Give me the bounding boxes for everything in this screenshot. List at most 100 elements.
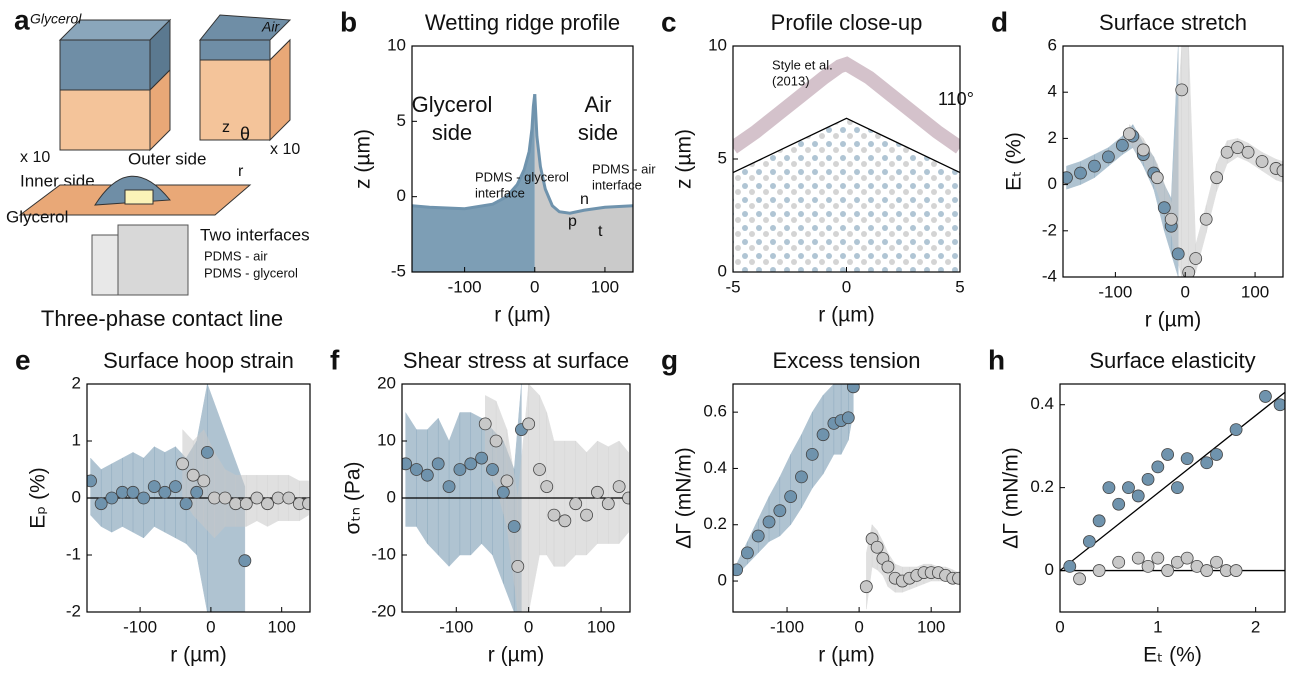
y-tick-label: -20 — [371, 601, 396, 620]
profile-line — [533, 94, 633, 215]
y-axis-label: ΔΓ (mN/m) — [1000, 447, 1023, 548]
data-point — [453, 463, 467, 476]
data-point — [250, 491, 264, 505]
data-point — [1115, 138, 1129, 152]
y-tick-label: 5 — [397, 111, 406, 130]
data-point — [1180, 551, 1194, 565]
data-point — [179, 497, 193, 511]
data-point — [1073, 572, 1086, 586]
label: θ — [240, 124, 250, 144]
annotation: PDMS - glycerol — [475, 169, 569, 184]
data-point — [1131, 489, 1145, 503]
data-point — [1276, 164, 1283, 178]
error-band — [1188, 46, 1196, 277]
x-tick-label: -100 — [439, 617, 473, 636]
data-point — [841, 411, 855, 425]
x-axis-label: r (µm) — [818, 644, 874, 667]
data-point — [169, 480, 182, 494]
point-cloud — [534, 94, 633, 272]
data-point — [1101, 150, 1115, 164]
error-band — [618, 440, 629, 545]
data-point — [522, 417, 536, 431]
data-point — [881, 560, 895, 574]
y-tick-label: -4 — [1042, 266, 1057, 285]
x-tick-label: 0 — [1180, 282, 1189, 301]
data-point — [1273, 398, 1285, 412]
data-point — [1136, 143, 1150, 157]
data-point — [1092, 514, 1106, 528]
data-point — [190, 485, 204, 499]
data-point — [795, 470, 808, 484]
data-point — [87, 474, 97, 488]
x-tick-label: -100 — [770, 617, 804, 636]
data-point — [1122, 127, 1136, 141]
data-point — [1088, 159, 1101, 173]
panel-letter: b — [340, 6, 357, 37]
data-point — [1229, 423, 1243, 437]
y-tick-label: 1 — [72, 430, 81, 449]
y-tick-label: 6 — [1048, 35, 1057, 54]
data-point — [547, 508, 561, 522]
profile-line — [412, 94, 537, 211]
x-tick-label: 100 — [1241, 282, 1269, 301]
panel-letter: d — [991, 6, 1008, 37]
data-point — [489, 434, 503, 448]
data-point — [1259, 390, 1272, 403]
data-point — [431, 457, 445, 471]
y-tick-label: -2 — [1042, 220, 1057, 239]
data-point — [1092, 564, 1106, 577]
y-tick-label: 0 — [387, 487, 396, 506]
label: PDMS - glycerol — [204, 265, 298, 280]
label: r — [238, 163, 244, 180]
data-point — [1200, 564, 1214, 577]
data-point — [1151, 551, 1165, 565]
data-point — [1210, 171, 1224, 185]
y-tick-label: 10 — [387, 35, 406, 54]
chart-title: Surface elasticity — [1089, 348, 1255, 373]
annotation: interface — [592, 177, 642, 192]
data-point — [271, 491, 285, 505]
annotation: 110° — [938, 89, 974, 109]
x-axis-label: r (µm) — [494, 304, 550, 327]
annotation: p — [568, 213, 577, 230]
panel: c Profile close-upr (µm)z (µm)-5 0 50510Sty… — [661, 6, 974, 326]
shape — [199, 59, 271, 141]
y-tick-label: 20 — [377, 373, 396, 392]
data-point — [859, 580, 873, 594]
shape — [117, 224, 189, 296]
y-tick-label: 4 — [1048, 82, 1057, 101]
data-point — [261, 497, 274, 511]
y-tick-label: 0 — [718, 261, 727, 280]
data-point — [952, 571, 960, 585]
y-tick-label: -10 — [371, 544, 396, 563]
x-tick-label: 0 — [854, 617, 863, 636]
data-point — [1161, 448, 1175, 461]
label: Air — [261, 19, 280, 35]
panel-letter: f — [330, 344, 340, 375]
data-point — [200, 445, 214, 459]
y-tick-label: 0 — [1045, 560, 1054, 579]
data-point — [533, 463, 546, 476]
label: x 10 — [20, 149, 50, 166]
reference-profile — [733, 56, 960, 154]
x-axis-label: r (µm) — [1145, 309, 1201, 332]
plot-area — [733, 384, 960, 610]
y-axis-label: z (µm) — [352, 129, 375, 189]
y-tick-label: 0.2 — [703, 514, 727, 533]
x-tick-label: -100 — [448, 277, 482, 296]
shape — [124, 189, 154, 205]
data-point — [1112, 497, 1126, 511]
error-band — [470, 412, 482, 556]
data-point — [126, 485, 140, 499]
y-tick-label: 10 — [708, 35, 727, 54]
data-point — [784, 490, 798, 503]
plot-frame — [411, 45, 634, 273]
plot-frame — [1059, 383, 1286, 613]
data-point — [1199, 212, 1213, 226]
data-point — [601, 497, 615, 511]
plot-frame — [732, 45, 961, 273]
panel: b Wetting ridge profile r (µm) z (µm) -100 0 1… — [340, 6, 656, 326]
x-tick-label: 100 — [267, 617, 295, 636]
y-tick-label: 0 — [397, 186, 406, 205]
